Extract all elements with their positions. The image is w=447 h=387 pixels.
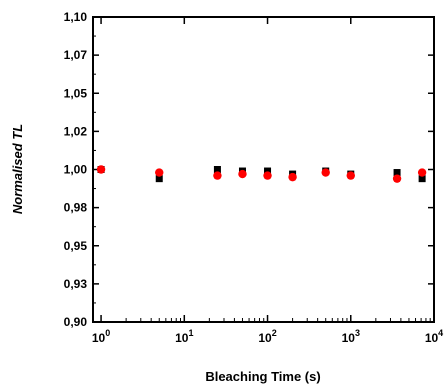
- y-tick-label: 1,05: [64, 86, 88, 100]
- y-tick-label: 1,07: [64, 48, 88, 62]
- tick-labels: 0,90 0,93 0,95 0,98 1,00 1,02 1,05 1,07 1,10 100 1…: [64, 10, 444, 345]
- data-point-circle: [238, 169, 247, 179]
- plot-frame: [92, 16, 435, 323]
- ticks: [93, 16, 435, 323]
- data-point-square: [264, 167, 272, 175]
- y-axis-title: Normalised TL: [10, 124, 25, 214]
- data-points: [96, 165, 427, 183]
- y-tick-label: 0,95: [64, 239, 88, 253]
- y-tick-label: 0,90: [64, 315, 88, 329]
- data-point-circle: [346, 171, 355, 180]
- data-point-square: [213, 166, 221, 173]
- x-tick-label: 101: [175, 328, 193, 345]
- data-point-circle: [321, 168, 330, 177]
- x-tick-label: 100: [92, 328, 110, 345]
- data-point-circle: [263, 171, 272, 180]
- data-point-square: [155, 175, 163, 183]
- y-tick-label: 0,93: [64, 277, 88, 291]
- data-point-circle: [213, 171, 222, 180]
- y-tick-label: 1,02: [64, 124, 88, 138]
- data-point-circle: [155, 168, 164, 177]
- y-tick-label: 1,10: [64, 10, 88, 24]
- data-point-circle: [417, 168, 427, 177]
- y-tick-label: 1,00: [64, 163, 88, 177]
- y-tick-label: 0,98: [64, 201, 88, 215]
- x-axis-title: Bleaching Time (s): [205, 369, 320, 384]
- data-point-square: [418, 175, 426, 183]
- data-point-square: [393, 169, 401, 177]
- x-tick-label: 104: [425, 328, 443, 345]
- data-point-circle: [288, 172, 297, 182]
- data-point-circle: [96, 165, 106, 174]
- x-tick-label: 103: [342, 328, 360, 345]
- data-point-circle: [392, 174, 402, 183]
- x-tick-label: 102: [258, 328, 276, 345]
